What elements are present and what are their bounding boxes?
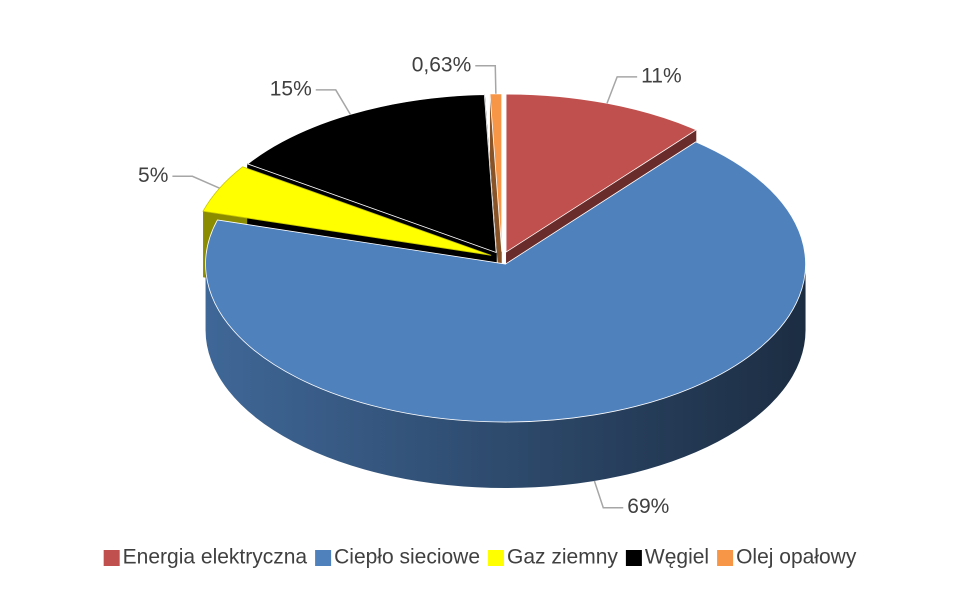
legend-label: Energia elektryczna — [123, 546, 308, 569]
leader-line — [593, 480, 624, 509]
legend-swatch — [717, 550, 734, 566]
leader-line — [172, 175, 220, 189]
legend-swatch — [625, 550, 642, 566]
legend: Energia elektryczna Ciepło sieciowe Gaz zi… — [103, 546, 857, 569]
data-label: 11% — [641, 64, 681, 87]
legend-swatch — [315, 550, 332, 566]
slice-wall — [205, 264, 806, 489]
slice — [505, 93, 698, 253]
legend-label: Węgiel — [645, 546, 709, 569]
slice — [202, 166, 492, 256]
data-label: 69% — [627, 495, 669, 518]
legend-label: Ciepło sieciowe — [334, 546, 480, 569]
data-label: 0,63% — [412, 53, 472, 76]
pie-tops — [202, 93, 806, 423]
slice — [205, 141, 806, 423]
data-label: 15% — [270, 77, 312, 100]
legend-label: Olej opałowy — [736, 546, 857, 569]
data-label: 5% — [138, 164, 168, 187]
legend-swatch — [488, 550, 505, 566]
slice-side — [489, 93, 502, 318]
leader-line — [606, 76, 638, 104]
leader-line — [475, 64, 497, 94]
legend-swatch — [103, 550, 120, 566]
legend-label: Gaz ziemny — [507, 546, 618, 569]
leader-line — [315, 89, 351, 115]
